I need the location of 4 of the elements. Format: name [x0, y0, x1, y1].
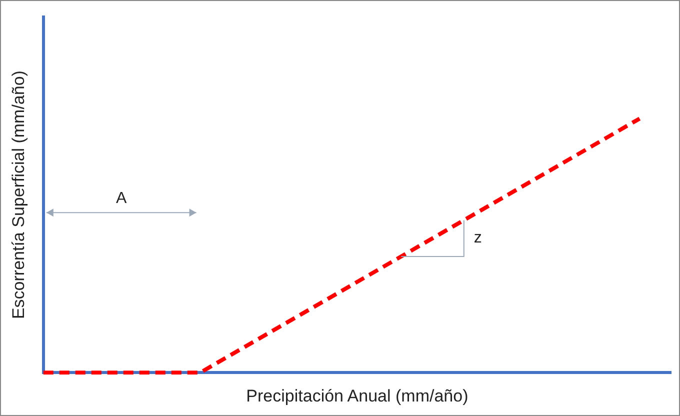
annotation: A	[116, 190, 128, 207]
y-axis-title: Escorrentía Superficial (mm/año)	[8, 70, 28, 320]
annotation: z	[474, 230, 482, 247]
x-axis-title: Precipitación Anual (mm/año)	[246, 386, 468, 406]
